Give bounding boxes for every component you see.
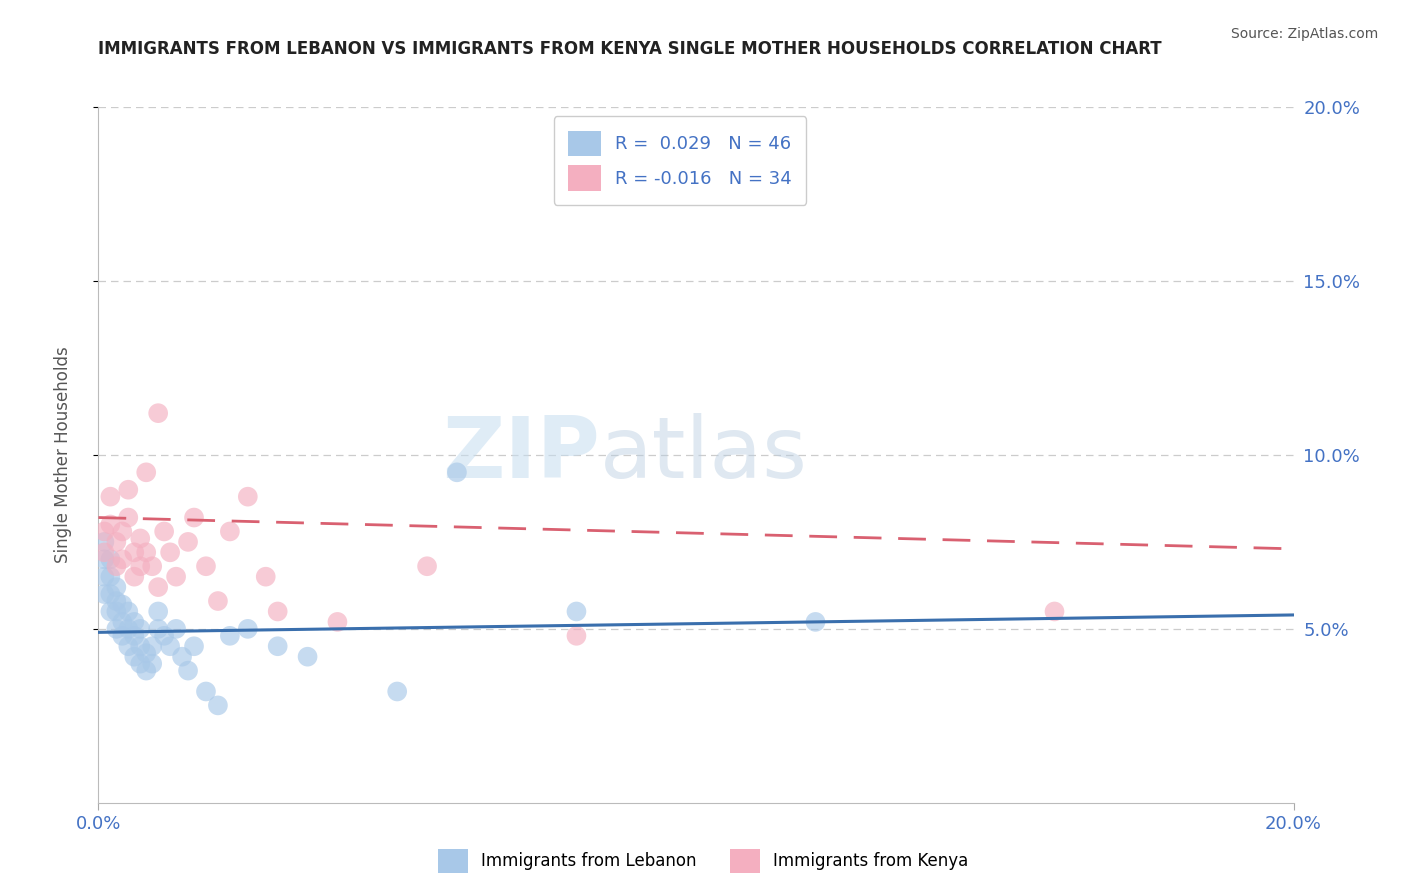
Point	[446, 466, 468, 480]
Point	[148, 580, 170, 594]
Point	[172, 649, 194, 664]
Legend: Immigrants from Lebanon, Immigrants from Kenya: Immigrants from Lebanon, Immigrants from…	[432, 842, 974, 880]
Point	[124, 615, 146, 629]
Text: ZIP: ZIP	[443, 413, 600, 497]
Point	[124, 545, 146, 559]
Point	[93, 524, 115, 539]
Point	[124, 570, 146, 584]
Point	[177, 664, 200, 678]
Point	[141, 559, 163, 574]
Point	[117, 622, 139, 636]
Point	[165, 570, 187, 584]
Point	[129, 532, 152, 546]
Point	[129, 559, 152, 574]
Point	[183, 510, 205, 524]
Point	[93, 534, 115, 549]
Point	[148, 622, 170, 636]
Point	[267, 639, 290, 653]
Point	[105, 580, 128, 594]
Point	[111, 629, 134, 643]
Y-axis label: Single Mother Households: Single Mother Households	[53, 347, 72, 563]
Point	[129, 622, 152, 636]
Point	[416, 559, 439, 574]
Point	[148, 406, 170, 420]
Point	[135, 466, 157, 480]
Point	[93, 587, 115, 601]
Point	[100, 517, 122, 532]
Point	[105, 534, 128, 549]
Point	[117, 510, 139, 524]
Point	[165, 622, 187, 636]
Point	[207, 698, 229, 713]
Point	[129, 639, 152, 653]
Point	[148, 605, 170, 619]
Legend: R =  0.029   N = 46, R = -0.016   N = 34: R = 0.029 N = 46, R = -0.016 N = 34	[554, 116, 807, 205]
Point	[135, 646, 157, 660]
Text: atlas: atlas	[600, 413, 808, 497]
Point	[100, 570, 122, 584]
Point	[93, 570, 115, 584]
Point	[111, 524, 134, 539]
Point	[326, 615, 349, 629]
Point	[111, 615, 134, 629]
Point	[124, 629, 146, 643]
Point	[105, 605, 128, 619]
Text: IMMIGRANTS FROM LEBANON VS IMMIGRANTS FROM KENYA SINGLE MOTHER HOUSEHOLDS CORREL: IMMIGRANTS FROM LEBANON VS IMMIGRANTS FR…	[98, 40, 1161, 58]
Point	[254, 570, 277, 584]
Point	[124, 649, 146, 664]
Point	[195, 559, 218, 574]
Point	[141, 657, 163, 671]
Point	[565, 629, 588, 643]
Point	[236, 622, 259, 636]
Point	[183, 639, 205, 653]
Point	[177, 534, 200, 549]
Point	[219, 524, 242, 539]
Point	[153, 524, 176, 539]
Point	[135, 664, 157, 678]
Point	[219, 629, 242, 643]
Point	[93, 552, 115, 566]
Point	[129, 657, 152, 671]
Point	[117, 483, 139, 497]
Point	[117, 605, 139, 619]
Point	[565, 605, 588, 619]
Point	[297, 649, 319, 664]
Point	[267, 605, 290, 619]
Point	[135, 545, 157, 559]
Point	[141, 639, 163, 653]
Point	[117, 639, 139, 653]
Point	[105, 559, 128, 574]
Point	[100, 587, 122, 601]
Point	[207, 594, 229, 608]
Point	[153, 629, 176, 643]
Point	[100, 552, 122, 566]
Point	[93, 545, 115, 559]
Point	[111, 598, 134, 612]
Point	[159, 545, 181, 559]
Point	[385, 684, 409, 698]
Point	[159, 639, 181, 653]
Text: Source: ZipAtlas.com: Source: ZipAtlas.com	[1230, 27, 1378, 41]
Point	[1043, 605, 1066, 619]
Point	[105, 594, 128, 608]
Point	[100, 490, 122, 504]
Point	[236, 490, 259, 504]
Point	[100, 605, 122, 619]
Point	[105, 622, 128, 636]
Point	[111, 552, 134, 566]
Point	[804, 615, 827, 629]
Point	[195, 684, 218, 698]
